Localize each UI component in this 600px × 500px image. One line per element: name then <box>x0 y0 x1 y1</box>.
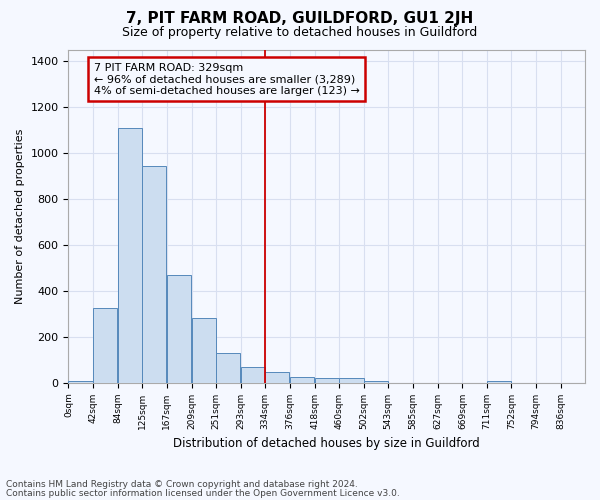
Text: 7, PIT FARM ROAD, GUILDFORD, GU1 2JH: 7, PIT FARM ROAD, GUILDFORD, GU1 2JH <box>127 12 473 26</box>
Text: Contains public sector information licensed under the Open Government Licence v3: Contains public sector information licen… <box>6 489 400 498</box>
Text: Contains HM Land Registry data © Crown copyright and database right 2024.: Contains HM Land Registry data © Crown c… <box>6 480 358 489</box>
Text: Size of property relative to detached houses in Guildford: Size of property relative to detached ho… <box>122 26 478 39</box>
Bar <box>191 318 215 382</box>
Bar <box>167 275 191 382</box>
Bar <box>340 378 364 382</box>
Bar <box>142 166 166 382</box>
Y-axis label: Number of detached properties: Number of detached properties <box>15 128 25 304</box>
Bar <box>290 377 314 382</box>
Bar <box>241 366 265 382</box>
Bar <box>118 128 142 382</box>
Bar <box>216 353 241 382</box>
X-axis label: Distribution of detached houses by size in Guildford: Distribution of detached houses by size … <box>173 437 480 450</box>
Text: 7 PIT FARM ROAD: 329sqm
← 96% of detached houses are smaller (3,289)
4% of semi-: 7 PIT FARM ROAD: 329sqm ← 96% of detache… <box>94 62 359 96</box>
Bar <box>265 372 289 382</box>
Bar <box>314 378 339 382</box>
Bar <box>93 308 117 382</box>
